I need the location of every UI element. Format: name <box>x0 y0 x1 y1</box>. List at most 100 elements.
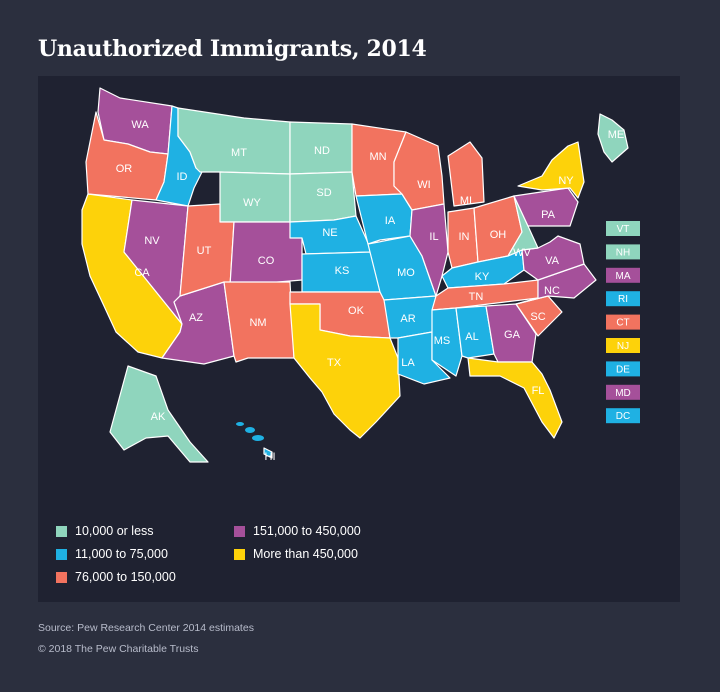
us-map: WA OR CA ID NV AZ MT WY UT CO NM ND SD NE KS OK TX MN IA MO… <box>81 87 640 463</box>
small-state-label-ct: CT <box>616 318 629 329</box>
state-label-sd: SD <box>316 187 331 199</box>
legend-label: 10,000 or less <box>75 524 154 538</box>
small-state-label-nh: NH <box>616 247 630 258</box>
state-label-mo: MO <box>397 267 415 279</box>
state-label-ar: AR <box>400 313 415 325</box>
legend-swatch <box>56 548 67 560</box>
state-label-ia: IA <box>385 215 396 227</box>
state-il <box>409 203 449 297</box>
state-ny <box>517 141 585 199</box>
state-label-az: AZ <box>189 312 203 324</box>
legend-label: More than 450,000 <box>253 547 358 561</box>
state-label-la: LA <box>401 357 415 369</box>
small-state-box-ct <box>606 314 640 330</box>
state-label-me: ME <box>608 129 625 141</box>
state-label-ga: GA <box>504 329 521 341</box>
copyright-note: © 2018 The Pew Charitable Trusts <box>38 643 199 655</box>
small-state-box-de <box>606 361 640 377</box>
small-state-box-md <box>606 384 640 400</box>
state-label-pa: PA <box>541 209 556 221</box>
state-label-fl: FL <box>532 385 545 397</box>
legend: 10,000 or less 11,000 to 75,000 76,000 to … <box>56 524 416 594</box>
state-hi-island <box>236 422 244 426</box>
state-label-ut: UT <box>197 245 212 257</box>
source-note: Source: Pew Research Center 2014 estimat… <box>38 622 254 634</box>
small-state-label-md: MD <box>615 388 631 399</box>
legend-item: More than 450,000 <box>234 547 358 561</box>
state-label-nm: NM <box>249 317 266 329</box>
state-label-wv: WV <box>513 247 531 259</box>
small-state-label-nj: NJ <box>617 341 629 352</box>
small-state-box-nj <box>606 338 640 353</box>
state-label-tx: TX <box>327 357 342 369</box>
legend-swatch <box>234 525 245 537</box>
small-state-label-vt: VT <box>617 224 630 235</box>
state-hi-island <box>245 427 255 433</box>
state-mi <box>447 141 485 207</box>
small-state-label-dc: DC <box>616 411 630 422</box>
legend-item: 151,000 to 450,000 <box>234 524 361 538</box>
state-label-ks: KS <box>335 265 350 277</box>
state-label-oh: OH <box>490 229 507 241</box>
state-label-mt: MT <box>231 147 247 159</box>
small-state-label-ma: MA <box>616 271 631 282</box>
small-state-box-vt <box>606 221 640 236</box>
state-me <box>597 113 629 163</box>
legend-label: 151,000 to 450,000 <box>253 524 361 538</box>
legend-swatch <box>234 548 245 560</box>
state-label-ny: NY <box>558 175 574 187</box>
state-label-hi: HI <box>265 451 276 463</box>
state-nm <box>223 281 295 363</box>
legend-label: 76,000 to 150,000 <box>75 570 176 584</box>
state-label-nc: NC <box>544 285 560 297</box>
small-state-label-de: DE <box>616 364 630 375</box>
state-label-ca: CA <box>134 267 150 279</box>
labels-layer: WA OR CA ID NV AZ MT WY UT CO NM ND SD NE KS OK TX MN IA MO… <box>116 119 625 463</box>
state-mt <box>177 107 291 175</box>
legend-swatch <box>56 571 67 583</box>
state-label-mn: MN <box>369 151 386 163</box>
state-label-ne: NE <box>322 227 337 239</box>
state-label-mi: MI <box>460 195 472 207</box>
state-label-ms: MS <box>434 335 451 347</box>
state-label-ky: KY <box>475 271 490 283</box>
legend-item: 10,000 or less <box>56 524 154 538</box>
state-label-ak: AK <box>151 411 166 423</box>
state-label-id: ID <box>177 171 188 183</box>
state-label-nv: NV <box>144 235 160 247</box>
small-state-box-ma <box>606 267 640 283</box>
state-label-ok: OK <box>348 305 365 317</box>
states-layer <box>81 87 629 463</box>
state-va <box>521 235 585 281</box>
state-fl <box>467 357 563 439</box>
state-tx <box>289 303 401 439</box>
legend-item: 11,000 to 75,000 <box>56 547 168 561</box>
small-state-boxes: VT NH MA RI CT NJ DE MD DC <box>606 221 640 424</box>
state-label-nd: ND <box>314 145 330 157</box>
legend-label: 11,000 to 75,000 <box>75 547 168 561</box>
map-panel: WA OR CA ID NV AZ MT WY UT CO NM ND SD NE KS OK TX MN IA MO… <box>38 76 680 602</box>
state-nc <box>515 263 597 305</box>
small-state-box-nh <box>606 244 640 260</box>
state-ak <box>109 365 209 463</box>
small-state-box-ri <box>606 291 640 307</box>
legend-item: 76,000 to 150,000 <box>56 570 176 584</box>
state-label-sc: SC <box>530 311 545 323</box>
state-label-co: CO <box>258 255 275 267</box>
map-title: Unauthorized Immigrants, 2014 <box>38 36 427 62</box>
state-label-al: AL <box>465 331 478 343</box>
legend-swatch <box>56 525 67 537</box>
state-label-wy: WY <box>243 197 261 209</box>
state-label-va: VA <box>545 255 560 267</box>
state-label-wa: WA <box>131 119 149 131</box>
state-hi <box>263 447 273 459</box>
state-label-wi: WI <box>417 179 430 191</box>
state-label-or: OR <box>116 163 133 175</box>
state-hi-island <box>252 435 264 441</box>
small-state-box-dc <box>606 408 640 424</box>
small-state-label-ri: RI <box>618 294 628 305</box>
state-label-tn: TN <box>469 291 484 303</box>
state-al <box>455 305 495 359</box>
state-label-in: IN <box>459 231 470 243</box>
state-label-il: IL <box>429 231 438 243</box>
